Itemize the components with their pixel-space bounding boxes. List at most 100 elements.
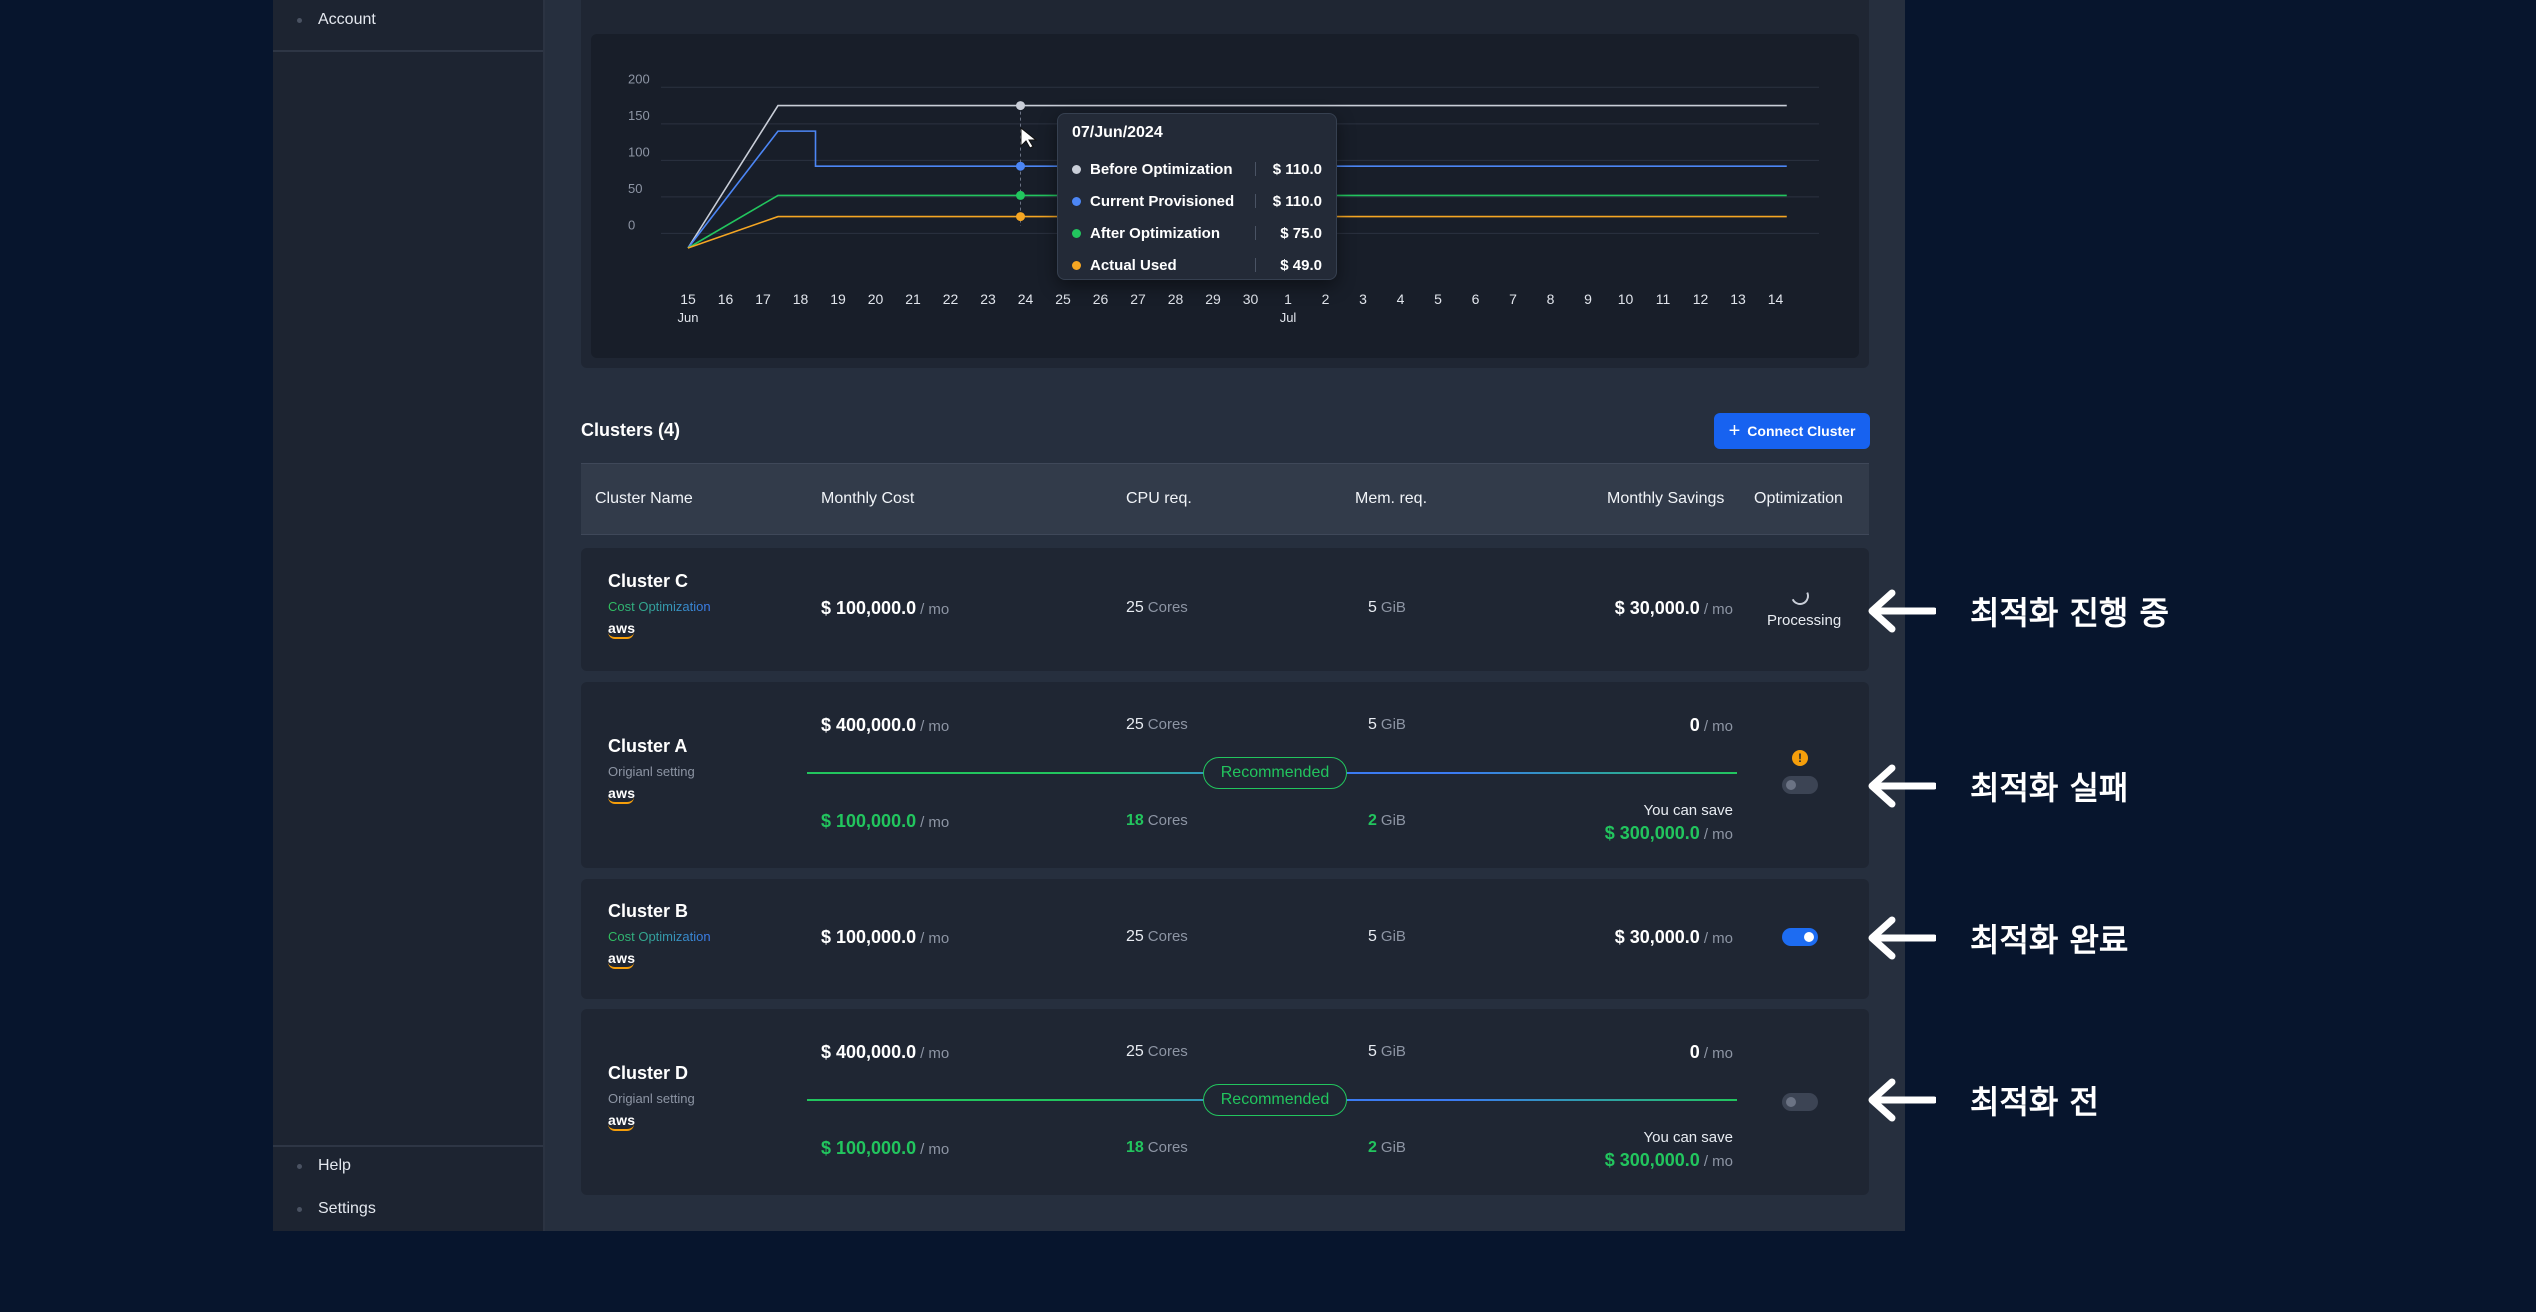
optimization-toggle[interactable]	[1782, 1093, 1818, 1111]
x-tick-label: 10	[1618, 291, 1634, 307]
cluster-subtitle: Origianl setting	[608, 764, 695, 779]
recommended-cpu: 18 Cores	[1126, 1139, 1188, 1156]
col-cluster-name[interactable]: Cluster Name	[595, 490, 693, 507]
legend-dot-icon	[1072, 228, 1081, 238]
x-tick-label: 24	[1018, 291, 1034, 307]
sidebar-item-account[interactable]: Account	[297, 11, 376, 29]
col-cpu-req[interactable]: CPU req.	[1126, 490, 1192, 507]
arrow-left-icon	[1868, 764, 1936, 808]
mem-req: 5 GiB	[1368, 928, 1406, 945]
cluster-subtitle: Origianl setting	[608, 1091, 695, 1106]
cluster-name[interactable]: Cluster D	[608, 1063, 689, 1083]
sidebar-item-settings[interactable]: Settings	[297, 1200, 376, 1218]
sidebar-divider	[273, 1145, 543, 1147]
processing-status: Processing	[1767, 612, 1842, 629]
tooltip-date: 07/Jun/2024	[1072, 124, 1163, 141]
mem-req: 5 GiB	[1368, 716, 1406, 733]
aws-logo: aws	[608, 950, 635, 969]
optimization-toggle[interactable]	[1782, 776, 1818, 794]
monthly-savings: $ 30,000.0/ mo	[1614, 598, 1733, 618]
clusters-title: Clusters (4)	[581, 420, 681, 440]
col-mem-req[interactable]: Mem. req.	[1355, 490, 1428, 507]
series-line	[687, 215, 1787, 249]
cluster-name[interactable]: Cluster A	[608, 736, 688, 756]
you-can-save-label: You can save	[1643, 802, 1733, 819]
legend-dot-icon	[1072, 260, 1081, 270]
x-tick-label: 21	[905, 291, 921, 307]
x-tick-label: 5	[1434, 291, 1442, 307]
x-tick-label: 4	[1397, 291, 1405, 307]
arrow-left-icon	[1868, 589, 1936, 633]
optimization-toggle[interactable]	[1782, 928, 1818, 946]
mouse-cursor-icon	[1020, 126, 1038, 149]
x-tick-label: 6	[1472, 291, 1480, 307]
plus-icon: +	[1728, 420, 1741, 442]
table-row[interactable]: Cluster A Origianl setting aws $ 400,000…	[581, 682, 1869, 868]
x-tick-label: 17	[755, 291, 771, 307]
sidebar-item-help[interactable]: Help	[297, 1157, 351, 1175]
cpu-req: 25 Cores	[1126, 928, 1188, 945]
hover-point	[1016, 190, 1025, 200]
x-tick-label: 22	[943, 291, 959, 307]
x-tick-label: 16	[718, 291, 734, 307]
hover-point	[1016, 212, 1025, 222]
series-line	[687, 194, 1787, 249]
x-tick-label: 29	[1205, 291, 1221, 307]
monthly-cost: $ 400,000.0/ mo	[821, 1042, 950, 1062]
tooltip-row: After Optimization $ 75.0	[1072, 217, 1322, 249]
col-monthly-savings[interactable]: Monthly Savings	[1607, 490, 1725, 507]
cluster-name[interactable]: Cluster B	[608, 901, 689, 921]
monthly-cost: $ 100,000.0/ mo	[821, 598, 950, 618]
potential-savings: $ 300,000.0/ mo	[1604, 1150, 1733, 1170]
table-row[interactable]: Cluster C Cost Optimization aws $ 100,00…	[581, 548, 1869, 671]
col-monthly-cost[interactable]: Monthly Cost	[821, 490, 915, 507]
tooltip-row: Before Optimization $ 110.0	[1072, 153, 1322, 185]
y-tick-label: 50	[628, 181, 642, 196]
tooltip-series-name: Before Optimization	[1090, 160, 1233, 178]
tooltip-row: Current Provisioned $ 110.0	[1072, 185, 1322, 217]
cpu-req: 25 Cores	[1126, 599, 1188, 616]
y-tick-label: 0	[628, 217, 635, 232]
x-tick-label: 19	[830, 291, 846, 307]
x-tick-label: 27	[1130, 291, 1146, 307]
x-tick-label: 23	[980, 291, 996, 307]
sidebar: Account Help Settings	[273, 0, 545, 1231]
x-tick-label: 11	[1656, 291, 1671, 307]
cluster-name[interactable]: Cluster C	[608, 571, 689, 591]
y-tick-label: 200	[628, 71, 650, 86]
cost-chart: 0 50 100 150 200 15 16 17 18 19 20 21 22 23 24 25 26 27 28…	[591, 34, 1859, 358]
x-tick-label: 28	[1168, 291, 1184, 307]
warning-icon: !	[1792, 750, 1808, 766]
chart-tooltip: 07/Jun/2024 Before Optimization $ 110.0 …	[1057, 113, 1337, 280]
x-tick-label: 18	[793, 291, 809, 307]
loading-spinner-icon	[1788, 584, 1812, 608]
tooltip-series-value: $ 110.0	[1272, 160, 1322, 178]
y-tick-label: 100	[628, 144, 650, 159]
legend-dot-icon	[1072, 196, 1081, 206]
recommended-cost: $ 100,000.0/ mo	[821, 1138, 950, 1158]
x-month-label: Jun	[678, 310, 699, 325]
x-tick-label: 2	[1322, 291, 1330, 307]
annotation-before: 최적화 전	[1866, 1077, 2099, 1123]
x-tick-label: 20	[868, 291, 884, 307]
x-tick-label: 26	[1093, 291, 1109, 307]
tooltip-series-name: Actual Used	[1090, 256, 1177, 274]
x-tick-label: 7	[1509, 291, 1517, 307]
connect-cluster-button[interactable]: + Connect Cluster	[1714, 413, 1870, 449]
x-tick-label: 1	[1284, 291, 1292, 307]
annotation-label: 최적화 실패	[1970, 769, 2129, 807]
annotation-processing: 최적화 진행 중	[1866, 588, 2169, 634]
arrow-left-icon	[1868, 916, 1936, 960]
x-tick-label: 30	[1243, 291, 1259, 307]
x-month-label: Jul	[1280, 310, 1297, 325]
recommended-cost: $ 100,000.0/ mo	[821, 811, 950, 831]
table-row[interactable]: Cluster D Origianl setting aws $ 400,000…	[581, 1009, 1869, 1195]
series-line	[687, 104, 1787, 249]
annotation-failed: 최적화 실패	[1866, 763, 2128, 809]
aws-logo: aws	[608, 1112, 635, 1131]
col-optimization[interactable]: Optimization	[1754, 490, 1843, 507]
x-tick-label: 25	[1055, 291, 1071, 307]
monthly-savings: $ 30,000.0/ mo	[1614, 927, 1733, 947]
table-row[interactable]: Cluster B Cost Optimization aws $ 100,00…	[581, 879, 1869, 999]
monthly-savings: 0/ mo	[1689, 715, 1733, 735]
